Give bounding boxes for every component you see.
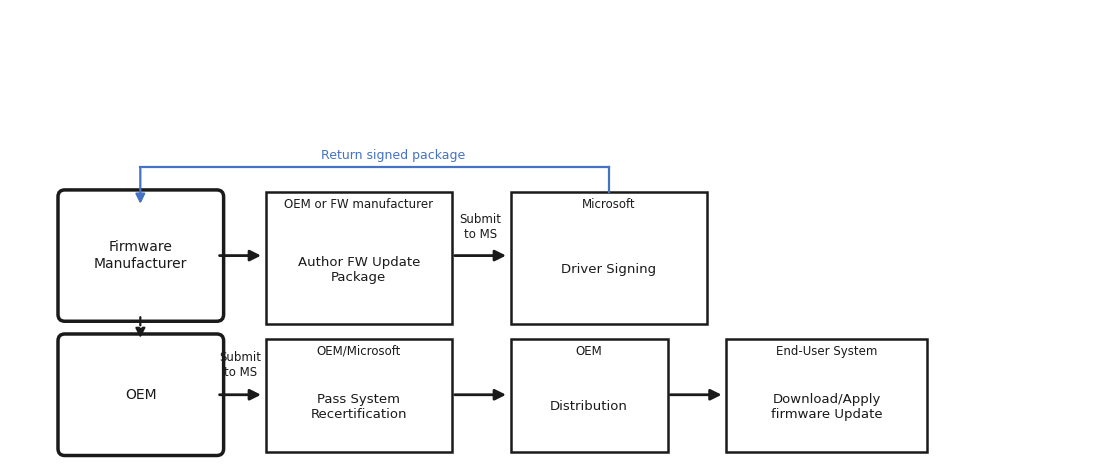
FancyBboxPatch shape bbox=[58, 334, 224, 455]
FancyBboxPatch shape bbox=[58, 190, 224, 321]
Bar bbox=[265, 192, 452, 324]
Bar bbox=[511, 192, 707, 324]
Text: Return signed package: Return signed package bbox=[321, 149, 466, 162]
Text: End-User System: End-User System bbox=[776, 345, 878, 358]
Text: Download/Apply
firmware Update: Download/Apply firmware Update bbox=[770, 393, 882, 421]
Bar bbox=[265, 339, 452, 452]
Text: Distribution: Distribution bbox=[550, 400, 628, 414]
Text: Driver Signing: Driver Signing bbox=[561, 263, 657, 276]
Bar bbox=[727, 339, 927, 452]
Text: OEM or FW manufacturer: OEM or FW manufacturer bbox=[284, 198, 433, 211]
Bar bbox=[511, 339, 667, 452]
Text: Author FW Update
Package: Author FW Update Package bbox=[298, 256, 420, 284]
Text: OEM: OEM bbox=[575, 345, 603, 358]
Text: Firmware
Manufacturer: Firmware Manufacturer bbox=[94, 241, 187, 271]
Text: OEM: OEM bbox=[125, 388, 157, 402]
Text: Submit
to MS: Submit to MS bbox=[219, 351, 261, 379]
Text: Microsoft: Microsoft bbox=[582, 198, 636, 211]
Text: Pass System
Recertification: Pass System Recertification bbox=[310, 393, 407, 421]
Text: OEM/Microsoft: OEM/Microsoft bbox=[317, 345, 401, 358]
Text: Submit
to MS: Submit to MS bbox=[459, 213, 501, 241]
